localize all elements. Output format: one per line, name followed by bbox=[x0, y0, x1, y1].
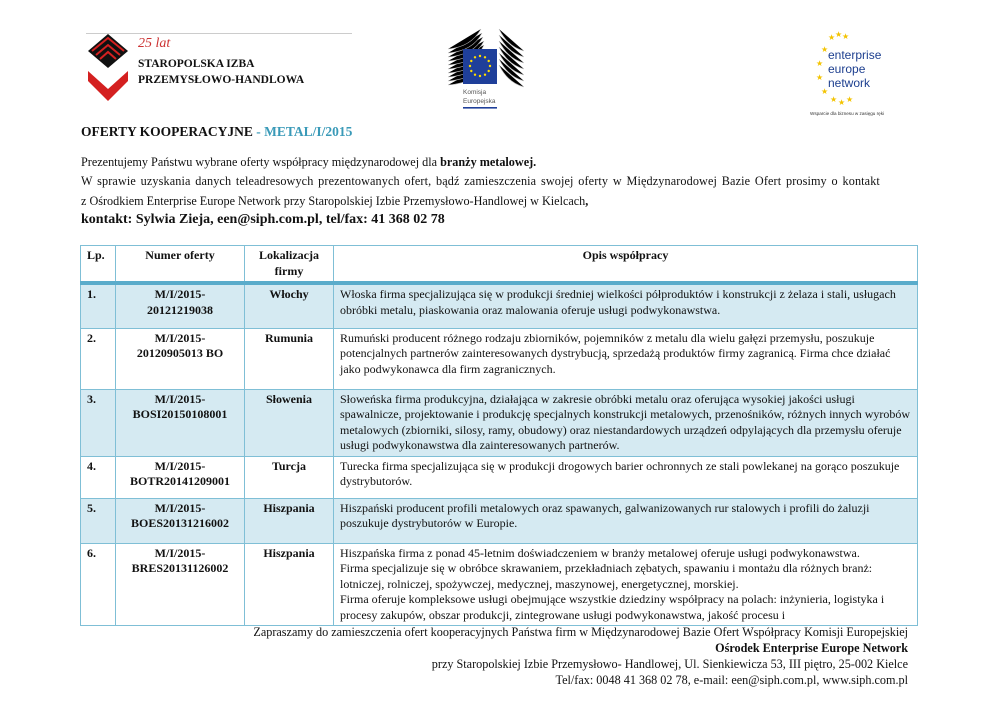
table-header-row: Lp. Numer oferty Lokalizacja firmy Opis … bbox=[80, 245, 918, 285]
row-offer-number: M/I/2015- BRES20131126002 bbox=[115, 542, 245, 626]
svg-text:★: ★ bbox=[835, 30, 842, 39]
table-row: 2. M/I/2015- 20120905013 BO Rumunia Rumuńsk… bbox=[80, 327, 918, 390]
intro-line-3: z Ośrodkiem Enterprise Europe Network pr… bbox=[81, 194, 588, 209]
row-description: Hiszpański producent profili metalowych … bbox=[333, 497, 918, 544]
header-lp: Lp. bbox=[80, 245, 116, 285]
svg-text:★: ★ bbox=[816, 73, 823, 82]
footer-center-name: Ośrodek Enterprise Europe Network bbox=[715, 641, 908, 655]
row-description: Hiszpańska firma z ponad 45-letnim doświ… bbox=[333, 542, 918, 626]
footer-address: przy Staropolskiej Izbie Przemysłowo- Ha… bbox=[431, 657, 908, 671]
svg-text:★: ★ bbox=[846, 95, 853, 104]
enterprise-europe-network-logo: ★ ★ ★★★★★★ ★ ★ enterprise europe network Wsp… bbox=[810, 30, 884, 116]
chamber-name-1: STAROPOLSKA IZBA bbox=[138, 58, 255, 70]
chamber-name-2: PRZEMYSŁOWO-HANDLOWA bbox=[138, 74, 305, 86]
row-location: Turcja bbox=[244, 455, 334, 499]
svg-text:★: ★ bbox=[842, 32, 849, 41]
chamber-anniversary: 25 lat bbox=[138, 36, 171, 51]
svg-text:★: ★ bbox=[828, 33, 835, 42]
svg-text:★: ★ bbox=[821, 45, 828, 54]
row-lp: 1. bbox=[80, 282, 116, 329]
header-location: Lokalizacja firmy bbox=[244, 245, 334, 285]
svg-text:Komisja: Komisja bbox=[463, 89, 487, 96]
row-lp: 6. bbox=[80, 542, 116, 626]
row-lp: 5. bbox=[80, 497, 116, 544]
footer-invite: Zapraszamy do zamieszczenia ofert kooper… bbox=[253, 625, 908, 639]
eu-stars-icon bbox=[468, 54, 492, 78]
row-lp: 2. bbox=[80, 327, 116, 390]
title-main: OFERTY KOOPERACYJNE bbox=[81, 124, 253, 139]
svg-text:enterprise: enterprise bbox=[828, 48, 882, 62]
intro-text: Prezentujemy Państwu wybrane oferty wspó… bbox=[81, 155, 441, 169]
intro-comma: , bbox=[585, 194, 589, 208]
page-title: OFERTY KOOPERACYJNE - METAL/I/2015 bbox=[81, 124, 352, 140]
row-lp: 4. bbox=[80, 455, 116, 499]
row-description: Słoweńska firma produkcyjna, działająca … bbox=[333, 388, 918, 457]
svg-text:★: ★ bbox=[816, 59, 823, 68]
row-location: Rumunia bbox=[244, 327, 334, 390]
row-description: Rumuński producent różnego rodzaju zbior… bbox=[333, 327, 918, 390]
svg-text:Wsparcie dla biznesu w zasięgu: Wsparcie dla biznesu w zasięgu ręki bbox=[810, 111, 884, 116]
intro-line-2: W sprawie uzyskania danych teleadresowyc… bbox=[81, 174, 880, 188]
row-offer-number: M/I/2015- 20120905013 BO bbox=[115, 327, 245, 390]
table-row: 4. M/I/2015- BOTR20141209001 Turcja Turecka… bbox=[80, 455, 918, 499]
row-location: Włochy bbox=[244, 282, 334, 329]
row-offer-number: M/I/2015- 20121219038 bbox=[115, 282, 245, 329]
table-row: 3. M/I/2015- BOSI20150108001 Słowenia Słowe… bbox=[80, 388, 918, 457]
row-location: Hiszpania bbox=[244, 542, 334, 626]
footer-contact: Tel/fax: 0048 41 368 02 78, e-mail: een@… bbox=[555, 673, 908, 687]
svg-text:★: ★ bbox=[830, 95, 837, 104]
header-description: Opis współpracy bbox=[333, 245, 918, 285]
offers-table: Lp. Numer oferty Lokalizacja firmy Opis … bbox=[80, 245, 918, 626]
intro-line-1: Prezentujemy Państwu wybrane oferty wspó… bbox=[81, 155, 536, 170]
star-ring-icon: ★ ★ ★★★★★★ ★ ★ bbox=[816, 30, 853, 107]
intro-line-3-text: z Ośrodkiem Enterprise Europe Network pr… bbox=[81, 194, 586, 208]
contact-line: kontakt: Sylwia Zieja, een@siph.com.pl, … bbox=[81, 212, 445, 227]
row-description: Turecka firma specjalizująca się w produ… bbox=[333, 455, 918, 499]
row-description: Włoska firma specjalizująca się w produk… bbox=[333, 282, 918, 329]
table-row: 5. M/I/2015- BOES20131216002 Hiszpania Hisz… bbox=[80, 497, 918, 544]
row-lp: 3. bbox=[80, 388, 116, 457]
european-commission-logo: Komisja Europejska bbox=[447, 28, 525, 109]
row-offer-number: M/I/2015- BOTR20141209001 bbox=[115, 455, 245, 499]
svg-text:network: network bbox=[828, 76, 871, 90]
header-number: Numer oferty bbox=[115, 245, 245, 285]
svg-text:europe: europe bbox=[828, 62, 866, 76]
row-offer-number: M/I/2015- BOSI20150108001 bbox=[115, 388, 245, 457]
svg-text:★: ★ bbox=[838, 98, 845, 107]
chamber-logo: 25 lat STAROPOLSKA IZBA PRZEMYSŁOWO-HAND… bbox=[86, 33, 352, 101]
table-row: 1. M/I/2015- 20121219038 Włochy Włoska firm… bbox=[80, 282, 918, 329]
row-location: Hiszpania bbox=[244, 497, 334, 544]
table-row: 6. M/I/2015- BRES20131126002 Hiszpania Hisz… bbox=[80, 542, 918, 626]
title-code: - METAL/I/2015 bbox=[252, 124, 353, 139]
row-location: Słowenia bbox=[244, 388, 334, 457]
svg-text:★: ★ bbox=[821, 87, 828, 96]
row-offer-number: M/I/2015- BOES20131216002 bbox=[115, 497, 245, 544]
svg-text:Europejska: Europejska bbox=[463, 98, 496, 105]
intro-bold: branży metalowej. bbox=[440, 155, 537, 169]
